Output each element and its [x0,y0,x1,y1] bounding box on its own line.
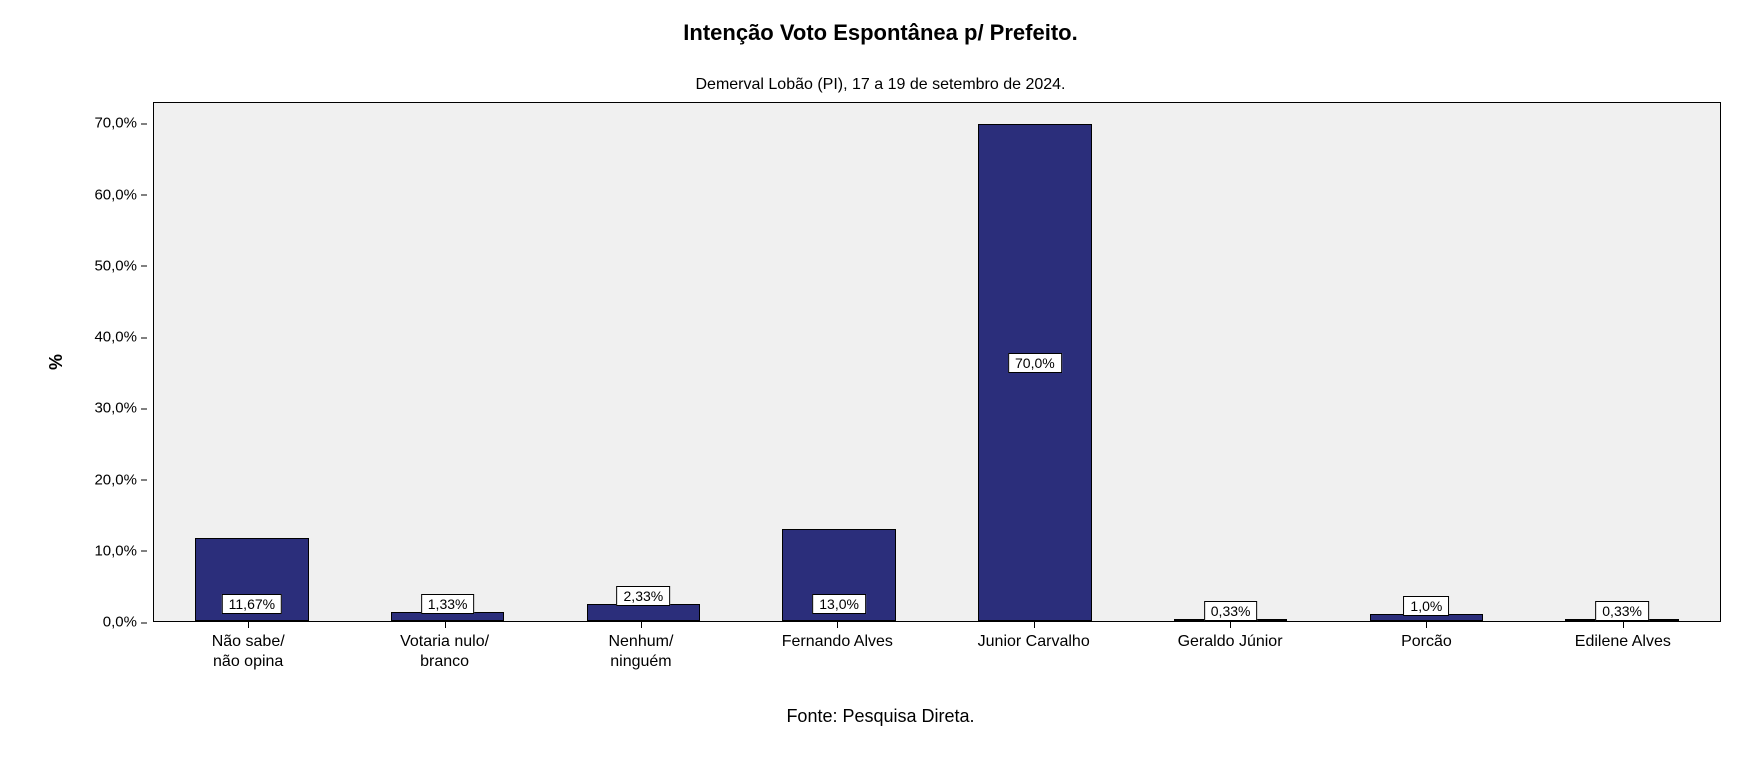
chart-area: % 0,0%10,0%20,0%30,0%40,0%50,0%60,0%70,0… [40,102,1721,622]
category-label: Nenhum/ninguém [543,628,739,672]
y-tick: 40,0% [94,329,147,346]
y-tick: 10,0% [94,542,147,559]
chart-subtitle: Demerval Lobão (PI), 17 a 19 de setembro… [40,76,1721,94]
x-tick [936,622,1132,628]
value-label: 1,0% [1403,596,1449,616]
y-tick: 20,0% [94,471,147,488]
x-tick [346,622,542,628]
bars-container: 11,67% 1,33% 2,33% 13,0% 70,0% 0,33% 1,0% 0,33% [154,103,1720,621]
x-tick [543,622,739,628]
y-axis-label: % [40,102,73,622]
source-caption: Fonte: Pesquisa Direta. [40,706,1721,727]
bar-slot: 1,33% [350,103,546,621]
x-tick [1132,622,1328,628]
chart-title: Intenção Voto Espontânea p/ Prefeito. [40,20,1721,46]
y-tick: 30,0% [94,400,147,417]
bar-slot: 13,0% [741,103,937,621]
bar-slot: 70,0% [937,103,1133,621]
value-label: 1,33% [421,594,475,614]
x-axis-labels: Não sabe/não opinaVotaria nulo/brancoNen… [150,628,1721,672]
bar [587,604,701,621]
bar: 13,0% [782,529,896,621]
x-tick [1328,622,1524,628]
value-label: 0,33% [1204,601,1258,621]
x-tick-marks [150,622,1721,628]
category-label: Fernando Alves [739,628,935,672]
category-label: Porcão [1328,628,1524,672]
bar-slot: 0,33% [1133,103,1329,621]
x-tick [1525,622,1721,628]
value-label: 0,33% [1595,601,1649,621]
category-label: Junior Carvalho [936,628,1132,672]
category-label: Não sabe/não opina [150,628,346,672]
y-tick: 70,0% [94,115,147,132]
x-tick [150,622,346,628]
y-axis: 0,0%10,0%20,0%30,0%40,0%50,0%60,0%70,0% [73,102,153,622]
y-tick: 60,0% [94,186,147,203]
category-label: Edilene Alves [1525,628,1721,672]
y-tick: 50,0% [94,257,147,274]
x-tick [739,622,935,628]
category-label: Votaria nulo/branco [346,628,542,672]
category-label: Geraldo Júnior [1132,628,1328,672]
bar-slot: 0,33% [1524,103,1720,621]
bar: 70,0% [978,124,1092,621]
bar: 11,67% [195,538,309,621]
bar-slot: 1,0% [1329,103,1525,621]
value-label: 11,67% [222,594,282,614]
value-label: 70,0% [1008,353,1062,373]
y-tick: 0,0% [103,614,147,631]
bar-slot: 11,67% [154,103,350,621]
value-label: 2,33% [617,586,671,606]
bar-slot: 2,33% [546,103,742,621]
value-label: 13,0% [812,594,866,614]
plot-region: 11,67% 1,33% 2,33% 13,0% 70,0% 0,33% 1,0% 0,33% [153,102,1721,622]
